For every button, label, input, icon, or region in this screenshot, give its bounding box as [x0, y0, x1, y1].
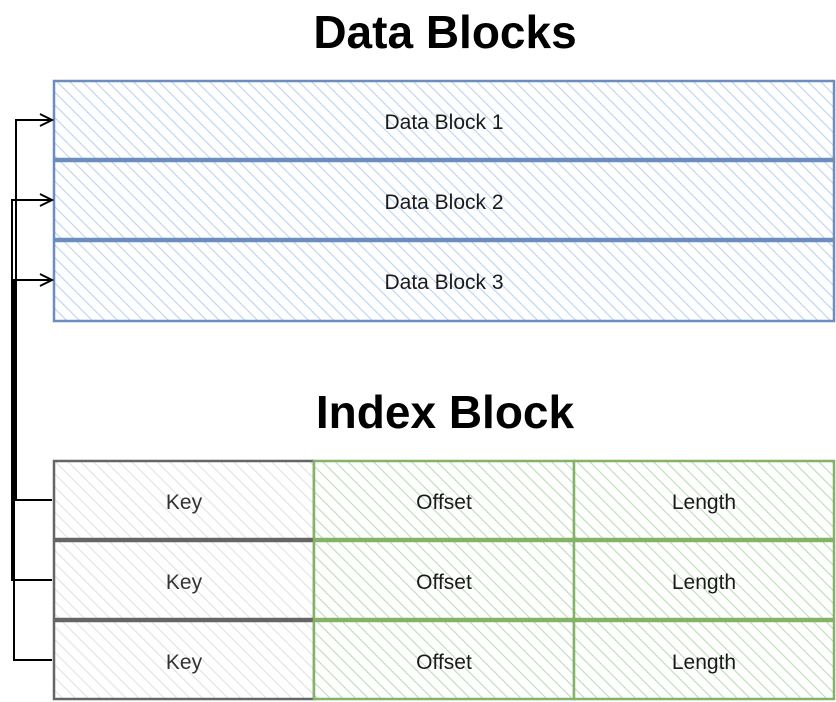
index-row-1: Key Offset Length: [52, 459, 836, 541]
index-row-3-length-cell: [572, 619, 836, 701]
data-block-3: Data Block 3: [52, 239, 836, 323]
index-row-3-key-cell: [52, 619, 316, 701]
index-row-2: Key Offset Length: [52, 539, 836, 621]
index-row-3-offset: Offset: [416, 651, 472, 674]
index-row-1-length: Length: [672, 491, 736, 514]
data-block-2-label: Data Block 2: [384, 191, 503, 214]
data-blocks-title: Data Blocks: [313, 6, 576, 58]
index-row-2-offset: Offset: [416, 571, 472, 594]
data-block-1: Data Block 1: [52, 79, 836, 161]
connector-key1-to-block1: [15, 113, 55, 501]
index-row-1-key: Key: [166, 491, 203, 514]
index-row-2-length-cell: [572, 539, 836, 621]
index-row-1-offset-cell: [312, 459, 576, 541]
index-row-3-key: Key: [166, 651, 203, 674]
index-block-title: Index Block: [316, 386, 575, 438]
index-row-3-length: Length: [672, 651, 736, 674]
index-row-1-offset: Offset: [416, 491, 472, 514]
index-row-2-key: Key: [166, 571, 203, 594]
index-row-2-key-cell: [52, 539, 316, 621]
index-row-2-offset-cell: [312, 539, 576, 621]
index-row-1-length-cell: [572, 459, 836, 541]
index-row-3: Key Offset Length: [52, 619, 836, 701]
data-block-3-label: Data Block 3: [384, 271, 503, 294]
connector-key3-to-block3: [13, 273, 55, 661]
data-block-2: Data Block 2: [52, 159, 836, 241]
index-row-2-length: Length: [672, 571, 736, 594]
data-block-1-label: Data Block 1: [384, 111, 503, 134]
connector-key2-to-block2: [11, 193, 55, 581]
